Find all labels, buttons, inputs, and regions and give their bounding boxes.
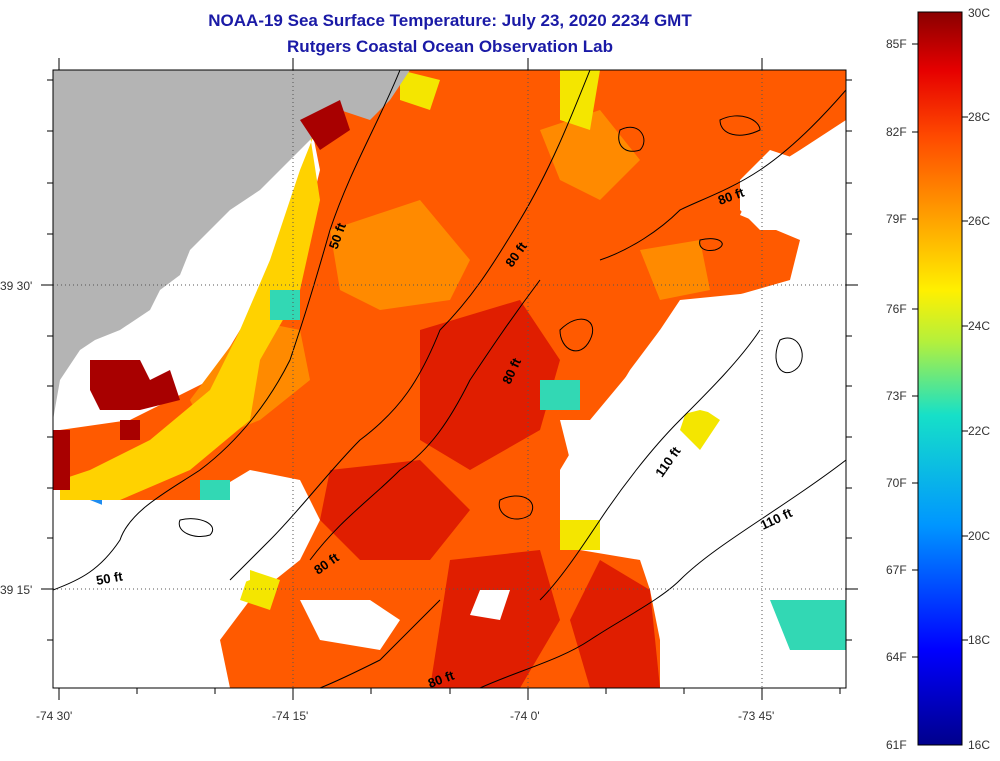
no-data-region-central [560, 420, 846, 520]
land-mass [53, 70, 410, 420]
y-tick-label: 39 30' [0, 279, 32, 293]
colorbar-celsius-label: 22C [968, 424, 990, 438]
sst-orange-patch [190, 110, 710, 440]
colorbar-fahrenheit-label: 70F [886, 476, 907, 490]
map-subtitle: Rutgers Coastal Ocean Observation Lab [287, 37, 613, 56]
x-tick-label: -73 45' [738, 709, 774, 723]
no-data-region-northeast [740, 150, 800, 230]
colorbar-fahrenheit-label: 67F [886, 563, 907, 577]
sst-hot-coastal-pixels [53, 100, 350, 490]
colorbar-fahrenheit-label: 64F [886, 650, 907, 664]
colorbar [917, 11, 963, 746]
colorbar-celsius-label: 18C [968, 633, 990, 647]
bathymetry-contours [53, 70, 846, 688]
y-tick-label: 39 15' [0, 583, 32, 597]
colorbar-fahrenheit-label: 82F [886, 125, 907, 139]
colorbar-fahrenheit-label: 79F [886, 212, 907, 226]
colorbar-celsius-label: 24C [968, 319, 990, 333]
colorbar-fahrenheit-label: 61F [886, 738, 907, 752]
contour-label: 50 ft [95, 568, 125, 588]
colorbar-fahrenheit-label: 85F [886, 37, 907, 51]
colorbar-fahrenheit-label: 76F [886, 302, 907, 316]
map-title: NOAA-19 Sea Surface Temperature: July 23… [208, 11, 692, 30]
colorbar-ticks [912, 43, 968, 658]
no-data-region-south [300, 590, 510, 650]
sst-cool-patches [150, 150, 846, 650]
grid-lines [53, 70, 846, 688]
colorbar-celsius-label: 26C [968, 214, 990, 228]
no-data-region-southwest [53, 500, 250, 688]
colorbar-celsius-label: 20C [968, 529, 990, 543]
colorbar-celsius-label: 30C [968, 6, 990, 20]
colorbar-fahrenheit-label: 73F [886, 389, 907, 403]
axis-ticks [41, 58, 858, 700]
colorbar-celsius-label: 16C [968, 738, 990, 752]
x-tick-label: -74 15' [272, 709, 308, 723]
x-tick-label: -74 30' [36, 709, 72, 723]
sst-map-area: 50 ft 50 ft 80 ft 80 ft 80 ft 80 ft 80 f… [53, 70, 846, 688]
x-tick-label: -74 0' [510, 709, 540, 723]
colorbar-celsius-label: 28C [968, 110, 990, 124]
no-data-region-east [560, 290, 846, 520]
